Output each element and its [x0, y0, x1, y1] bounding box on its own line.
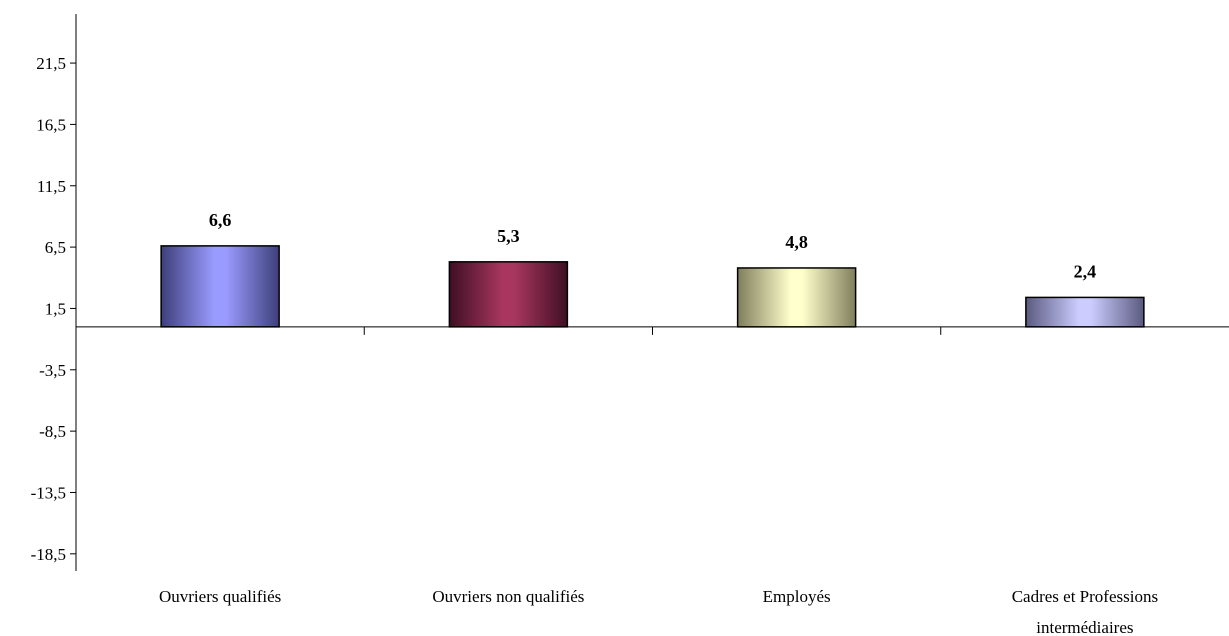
y-tick-label: 16,5	[36, 115, 66, 134]
y-tick-label: -3,5	[39, 361, 66, 380]
category-label: Cadres et Professions	[1012, 587, 1158, 606]
bar-value-label: 5,3	[497, 226, 520, 246]
y-tick-label: 1,5	[45, 299, 66, 318]
bar	[736, 267, 857, 328]
category-label: intermédiaires	[1036, 618, 1133, 636]
y-tick-label: -18,5	[31, 545, 66, 564]
bar	[1025, 296, 1145, 328]
bar	[448, 261, 569, 328]
bar-value-label: 6,6	[209, 210, 232, 230]
y-tick-label: 6,5	[45, 238, 66, 257]
bar-value-label: 2,4	[1074, 261, 1097, 281]
y-tick-label: 11,5	[37, 177, 66, 196]
y-tick-label: -8,5	[39, 422, 66, 441]
category-label: Employés	[763, 587, 831, 606]
bar	[160, 245, 280, 328]
y-tick-label: 21,5	[36, 54, 66, 73]
category-label: Ouvriers non qualifiés	[432, 587, 584, 606]
bar-value-label: 4,8	[785, 232, 808, 252]
category-label: Ouvriers qualifiés	[159, 587, 281, 606]
y-tick-label: -13,5	[31, 483, 66, 502]
